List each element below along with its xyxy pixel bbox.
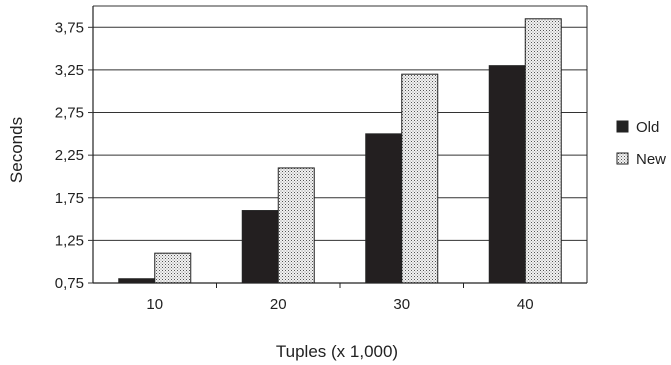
legend: Old New	[616, 119, 666, 168]
bar-old-40	[488, 65, 526, 284]
bar-old-10	[118, 278, 156, 284]
x-axis-title: Tuples (x 1,000)	[276, 342, 398, 361]
bar-new-10	[154, 252, 192, 284]
bar-new-30	[401, 73, 439, 284]
y-tick-label: 3,75	[55, 19, 84, 36]
y-axis-title: Seconds	[7, 117, 26, 183]
x-tick-label: 20	[270, 296, 287, 313]
legend-swatch-old	[616, 120, 629, 133]
y-tick-label: 2,75	[55, 105, 84, 122]
bar-new-40	[524, 18, 562, 284]
legend-swatch-new	[616, 152, 629, 165]
y-tick-labels: 0,75 1,25 1,75 2,25 2,75 3,25 3,75	[55, 19, 93, 292]
axes	[92, 6, 588, 288]
y-tick-label: 3,25	[55, 62, 84, 79]
y-tick-label: 0,75	[55, 275, 84, 292]
y-tick-label: 1,25	[55, 232, 84, 249]
x-tick-label: 40	[517, 296, 534, 313]
bars	[118, 18, 562, 284]
legend-label-new: New	[636, 151, 666, 168]
y-tick-label: 2,25	[55, 147, 84, 164]
y-tick-label: 1,75	[55, 190, 84, 207]
bar-old-30	[365, 133, 403, 284]
x-tick-label: 10	[146, 296, 163, 313]
legend-label-old: Old	[636, 119, 659, 136]
x-tick-labels: 10 20 30 40	[146, 296, 533, 313]
bar-old-20	[241, 210, 279, 284]
bar-new-20	[277, 167, 315, 284]
x-tick-label: 30	[393, 296, 410, 313]
gridlines	[93, 5, 587, 284]
